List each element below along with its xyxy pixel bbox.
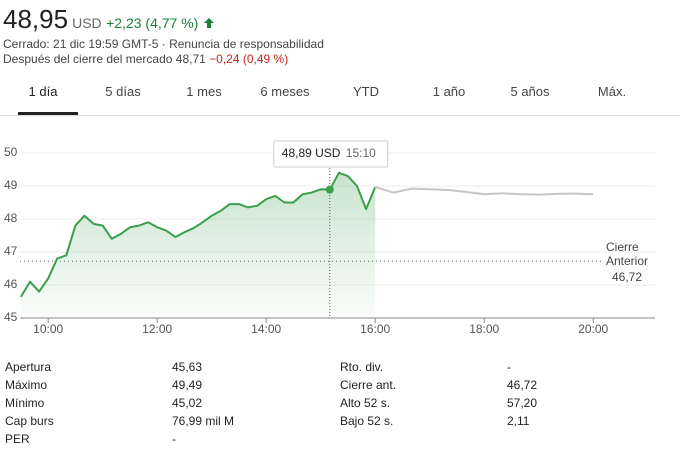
change: +2,23 (4,77 %) [106, 15, 199, 31]
tab[interactable]: 1 año [432, 84, 466, 99]
active-underline [18, 112, 78, 115]
stat-label: Bajo 52 s. [340, 414, 394, 428]
tabs: 1 día 5 días 1 mes 6 meses YTD 1 año 5 años Máx… [0, 80, 680, 116]
after-hours-label: Después del cierre del mercado [3, 52, 173, 66]
stat-label: Cierre ant. [340, 378, 397, 392]
tab[interactable]: 5 años [510, 84, 550, 99]
stat-value: 45,63 [172, 360, 203, 374]
up-arrow [203, 18, 214, 28]
y-tick-label: 46 [4, 277, 18, 291]
stat-label: Rto. div. [340, 360, 384, 374]
stat-label: Alto 52 s. [340, 396, 391, 410]
after-hours: Después del cierre del mercado 48,71 −0,… [3, 52, 288, 66]
x-tick-label: 16:00 [360, 322, 390, 336]
x-tick-label: 14:00 [251, 322, 281, 336]
x-tick-label: 12:00 [142, 322, 172, 336]
stat-value: 49,49 [172, 378, 203, 392]
reference-value: 46,72 [611, 270, 642, 284]
y-tick-label: 47 [4, 244, 18, 258]
status-line: Cerrado: 21 dic 19:59 GMT-5 · Renuncia d… [3, 37, 324, 51]
line [20, 171, 377, 298]
stat-value: 2,11 [507, 414, 530, 428]
price: 48,95 [3, 4, 69, 34]
tab[interactable]: 6 meses [260, 84, 310, 99]
tab[interactable]: 5 días [105, 84, 141, 99]
x-tick-label: 18:00 [469, 322, 499, 336]
stat-value: - [507, 360, 511, 374]
stat-value: - [172, 432, 176, 446]
reference-label: Cierre Anterior [606, 240, 649, 268]
after-hours-price: 48,71 [175, 52, 206, 66]
stat-value: 46,72 [507, 378, 538, 392]
y-tick-label: 45 [4, 310, 18, 324]
stat-value: 57,20 [507, 396, 538, 410]
tooltip-value: 48,89 USD [282, 146, 341, 160]
tooltip-time: 15:10 [346, 146, 376, 160]
y-tick-label: 48 [4, 211, 18, 225]
stat-label: Cap burs [5, 414, 54, 428]
line [374, 186, 594, 196]
currency: USD [72, 15, 102, 31]
stat-label: Mínimo [5, 396, 45, 410]
tooltip-marker [325, 185, 334, 194]
x-tick-label: 20:00 [578, 322, 608, 336]
after-hours-change: −0,24 (0,49 %) [209, 52, 289, 66]
tab[interactable]: 1 mes [186, 84, 222, 99]
tab[interactable]: Máx. [597, 84, 627, 99]
tooltip-box [273, 140, 389, 168]
stat-label: PER [5, 432, 30, 446]
x-tick-label: 10:00 [33, 322, 63, 336]
y-tick-label: 49 [4, 178, 18, 192]
stat-value: 45,02 [172, 396, 203, 410]
tab[interactable]: 1 día [28, 84, 58, 99]
y-tick-label: 50 [4, 145, 18, 159]
stat-label: Máximo [5, 378, 48, 392]
header: 48,95 USD +2,23 (4,77 %) [3, 4, 215, 35]
disclaimer-link[interactable]: Renuncia de responsabilidad [169, 37, 324, 51]
area [20, 172, 376, 318]
stat-value: 76,99 mil M [172, 414, 235, 428]
status: Cerrado: 21 dic 19:59 GMT-5 · [3, 37, 166, 51]
stat-label: Apertura [5, 360, 52, 374]
tab[interactable]: YTD [353, 84, 379, 99]
